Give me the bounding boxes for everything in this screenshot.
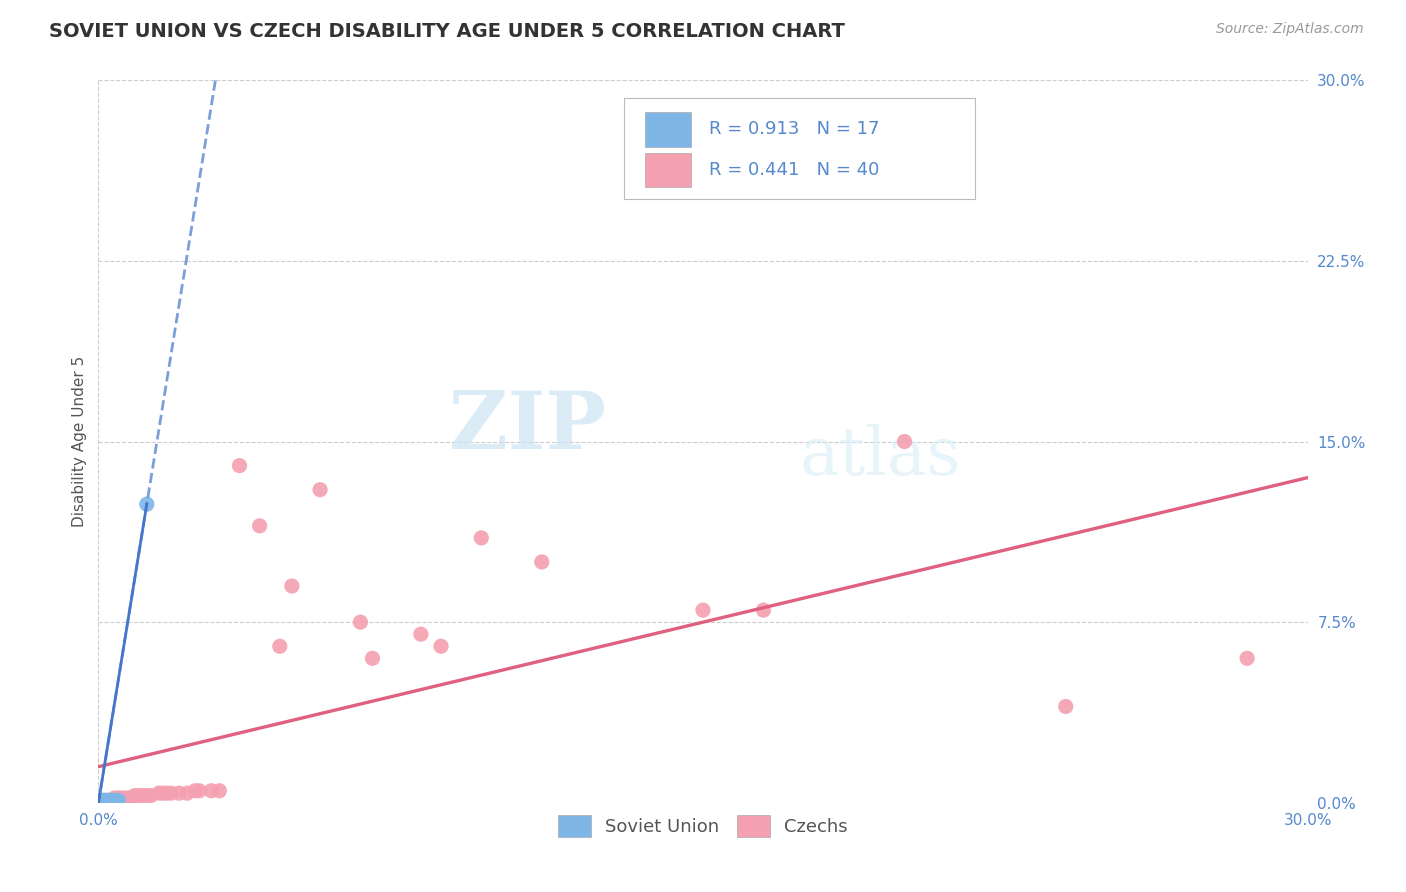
Point: [184, 784, 207, 798]
FancyBboxPatch shape: [645, 153, 690, 187]
Text: ZIP: ZIP: [450, 388, 606, 467]
Point: [188, 784, 211, 798]
Point: [1236, 651, 1258, 665]
Point: [269, 639, 291, 653]
Point: [89, 795, 111, 809]
Point: [409, 627, 432, 641]
FancyBboxPatch shape: [624, 98, 976, 200]
FancyBboxPatch shape: [645, 112, 690, 147]
Point: [752, 603, 775, 617]
Point: [470, 531, 492, 545]
Point: [89, 794, 111, 808]
Point: [91, 795, 114, 809]
Point: [97, 793, 120, 807]
Text: Source: ZipAtlas.com: Source: ZipAtlas.com: [1216, 22, 1364, 37]
Point: [103, 795, 125, 809]
Point: [135, 789, 157, 803]
Point: [893, 434, 915, 449]
Point: [91, 795, 114, 809]
Text: R = 0.913   N = 17: R = 0.913 N = 17: [709, 120, 880, 138]
Point: [228, 458, 250, 473]
Point: [156, 786, 179, 800]
Point: [120, 791, 142, 805]
Point: [160, 786, 183, 800]
Point: [103, 793, 125, 807]
Point: [107, 793, 129, 807]
Point: [91, 793, 114, 807]
Point: [208, 784, 231, 798]
Point: [1054, 699, 1077, 714]
Point: [89, 795, 111, 809]
Point: [135, 497, 157, 511]
Point: [96, 793, 118, 807]
Point: [430, 639, 453, 653]
Point: [152, 786, 174, 800]
Point: [148, 786, 170, 800]
Y-axis label: Disability Age Under 5: Disability Age Under 5: [72, 356, 87, 527]
Point: [96, 795, 118, 809]
Point: [176, 786, 198, 800]
Point: [361, 651, 384, 665]
Text: atlas: atlas: [800, 424, 962, 489]
Legend: Soviet Union, Czechs: Soviet Union, Czechs: [551, 808, 855, 845]
Point: [96, 793, 118, 807]
Point: [281, 579, 304, 593]
Point: [132, 789, 155, 803]
Point: [530, 555, 553, 569]
Point: [115, 791, 138, 805]
Text: R = 0.441   N = 40: R = 0.441 N = 40: [709, 161, 879, 179]
Point: [100, 793, 122, 807]
Point: [100, 793, 122, 807]
Point: [124, 789, 146, 803]
Point: [103, 791, 125, 805]
Point: [249, 518, 271, 533]
Point: [111, 791, 134, 805]
Point: [692, 603, 714, 617]
Text: SOVIET UNION VS CZECH DISABILITY AGE UNDER 5 CORRELATION CHART: SOVIET UNION VS CZECH DISABILITY AGE UND…: [49, 22, 845, 41]
Point: [93, 793, 115, 807]
Point: [96, 794, 118, 808]
Point: [167, 786, 190, 800]
Point: [91, 793, 114, 807]
Point: [349, 615, 371, 630]
Point: [128, 789, 150, 803]
Point: [200, 784, 222, 798]
Point: [107, 791, 129, 805]
Point: [100, 795, 122, 809]
Point: [139, 789, 162, 803]
Point: [309, 483, 332, 497]
Point: [90, 795, 112, 809]
